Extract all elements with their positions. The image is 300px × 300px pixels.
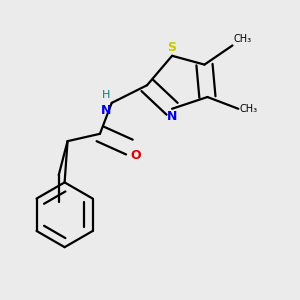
Text: S: S (168, 41, 177, 54)
Text: N: N (167, 110, 177, 123)
Text: H: H (102, 90, 110, 100)
Text: CH₃: CH₃ (240, 104, 258, 114)
Text: N: N (101, 104, 112, 117)
Text: CH₃: CH₃ (234, 34, 252, 44)
Text: O: O (131, 149, 142, 162)
